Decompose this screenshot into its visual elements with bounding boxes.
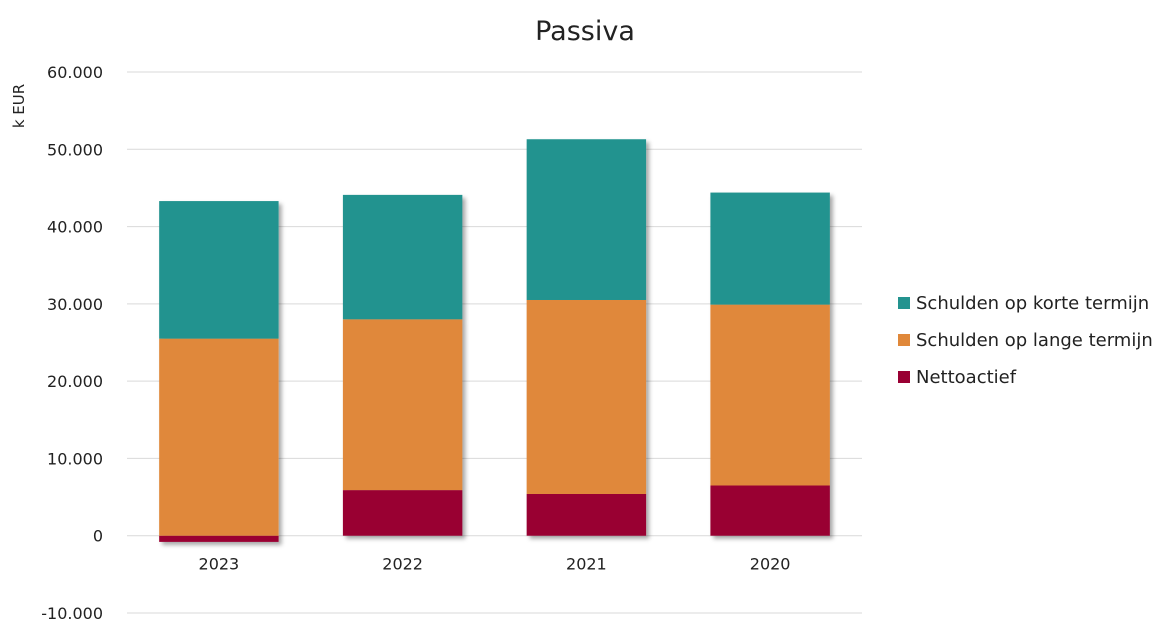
bar-nettoactief-2021 [526,493,647,536]
bar-stack-2020 [710,192,830,536]
y-tick-label: 40.000 [47,218,103,237]
y-tick-label: 10.000 [47,449,103,468]
y-tick-label: 0 [93,527,103,546]
bar-nettoactief-2020 [710,485,830,536]
bar-schulden-op-korte-termijn-2021 [526,139,647,300]
bar-nettoactief-2023 [159,535,279,542]
bar-schulden-op-lange-termijn-2023 [159,338,279,536]
bar-schulden-op-lange-termijn-2022 [342,319,463,491]
y-axis-label: k EUR [10,84,28,128]
chart-title: Passiva [535,16,635,47]
y-tick-label: 30.000 [47,295,103,314]
y-tick-label: 20.000 [47,372,103,391]
x-tick-label: 2022 [382,555,423,574]
y-tick-label: 60.000 [47,63,103,82]
x-tick-label: 2021 [566,555,607,574]
y-tick-label: -10.000 [41,604,103,620]
y-axis-ticks: -10.000 0 10.000 20.000 30.000 40.000 50.000 60… [41,63,103,620]
bar-schulden-op-lange-termijn-2021 [526,299,647,494]
bar-schulden-op-korte-termijn-2022 [342,194,463,320]
bar-schulden-op-korte-termijn-2023 [159,201,279,339]
legend: Schulden op korte termijn Schulden op lan… [898,293,1153,388]
x-tick-label: 2023 [199,555,240,574]
bar-stack-2021 [526,139,647,536]
y-tick-label: 50.000 [47,140,103,159]
legend-swatch [898,334,910,346]
bars [159,139,830,542]
x-axis-ticks: 2023 2022 2021 2020 [199,555,791,574]
bar-nettoactief-2022 [342,490,463,536]
bar-stack-2023 [159,201,279,542]
bar-schulden-op-korte-termijn-2020 [710,192,830,305]
legend-swatch [898,297,910,309]
bar-stack-2022 [342,194,463,536]
legend-swatch [898,371,910,383]
x-tick-label: 2020 [750,555,791,574]
legend-label: Nettoactief [916,367,1017,388]
legend-label: Schulden op korte termijn [916,293,1149,314]
bar-schulden-op-lange-termijn-2020 [710,304,830,486]
legend-label: Schulden op lange termijn [916,330,1153,351]
